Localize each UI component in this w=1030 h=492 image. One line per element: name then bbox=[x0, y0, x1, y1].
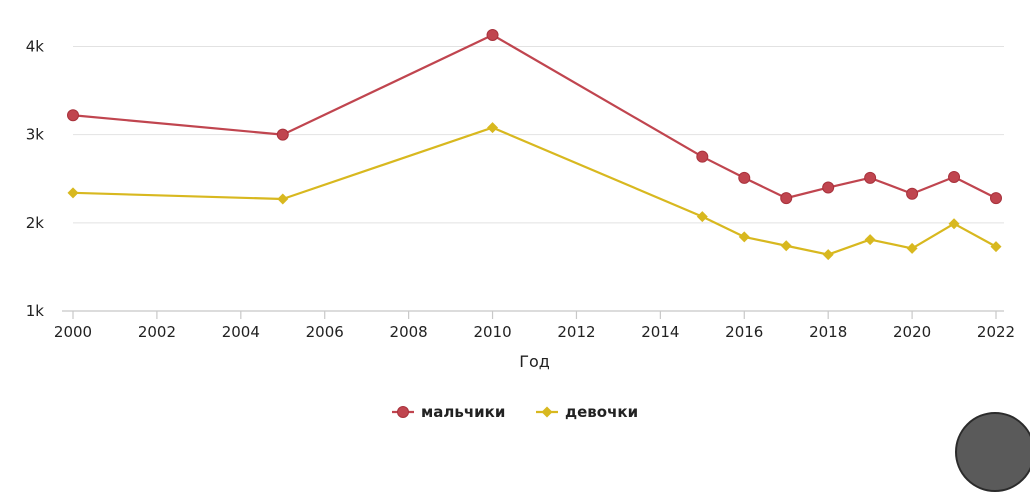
data-point bbox=[948, 170, 961, 183]
y-tick-label: 1k bbox=[26, 302, 45, 320]
legend-label: девочки bbox=[565, 403, 638, 421]
data-point bbox=[864, 234, 876, 246]
data-point bbox=[67, 187, 79, 199]
data-point bbox=[738, 171, 751, 184]
y-tick-label: 3k bbox=[26, 126, 45, 144]
data-point bbox=[738, 231, 750, 243]
series-line bbox=[72, 33, 997, 200]
legend-item: девочки bbox=[536, 403, 638, 421]
legend: мальчики девочки bbox=[392, 403, 638, 421]
y-axis: 1k 2k 3k 4k bbox=[26, 37, 45, 320]
data-point bbox=[864, 171, 877, 184]
data-point bbox=[822, 249, 834, 261]
x-tick-label: 2012 bbox=[557, 323, 595, 341]
data-point bbox=[906, 242, 918, 254]
y-tick-label: 4k bbox=[26, 37, 45, 55]
x-tick-label: 2020 bbox=[893, 323, 931, 341]
series-line bbox=[72, 126, 997, 256]
x-tick-label: 2004 bbox=[222, 323, 260, 341]
data-point bbox=[486, 28, 499, 41]
x-tick-label: 2010 bbox=[473, 323, 511, 341]
x-tick-label: 2016 bbox=[725, 323, 763, 341]
series-2 bbox=[67, 122, 1002, 261]
series-layer bbox=[67, 28, 1002, 261]
data-point bbox=[696, 211, 708, 223]
data-point bbox=[990, 192, 1002, 205]
legend-item: мальчики bbox=[392, 403, 505, 421]
x-axis-title: Год bbox=[519, 352, 550, 371]
legend-label: мальчики bbox=[421, 403, 505, 421]
data-point bbox=[780, 192, 793, 205]
x-tick-label: 2000 bbox=[54, 323, 92, 341]
data-point bbox=[990, 241, 1002, 253]
series-1 bbox=[67, 28, 1002, 205]
gridlines bbox=[73, 45, 1004, 224]
x-tick-label: 2014 bbox=[641, 323, 679, 341]
data-point bbox=[277, 193, 289, 205]
y-tick-label: 2k bbox=[26, 214, 45, 232]
data-point bbox=[276, 128, 289, 141]
data-point bbox=[906, 187, 919, 200]
x-tick-label: 2018 bbox=[809, 323, 847, 341]
data-point bbox=[67, 109, 79, 122]
data-point bbox=[948, 218, 960, 230]
data-point bbox=[822, 181, 835, 194]
legend-marker bbox=[541, 406, 553, 418]
line-chart: 2000 2002 2004 2006 2008 2010 2012 2014 2016 2018… bbox=[26, 28, 1015, 421]
data-point bbox=[696, 150, 709, 163]
x-axis: 2000 2002 2004 2006 2008 2010 2012 2014 2016 2018… bbox=[54, 310, 1015, 341]
x-tick-label: 2022 bbox=[977, 323, 1015, 341]
data-point bbox=[780, 240, 792, 252]
floating-action-button[interactable] bbox=[955, 412, 1030, 492]
x-tick-label: 2006 bbox=[306, 323, 344, 341]
legend-marker bbox=[397, 406, 409, 418]
x-tick-label: 2002 bbox=[138, 323, 176, 341]
data-point bbox=[487, 122, 499, 134]
x-tick-label: 2008 bbox=[390, 323, 428, 341]
